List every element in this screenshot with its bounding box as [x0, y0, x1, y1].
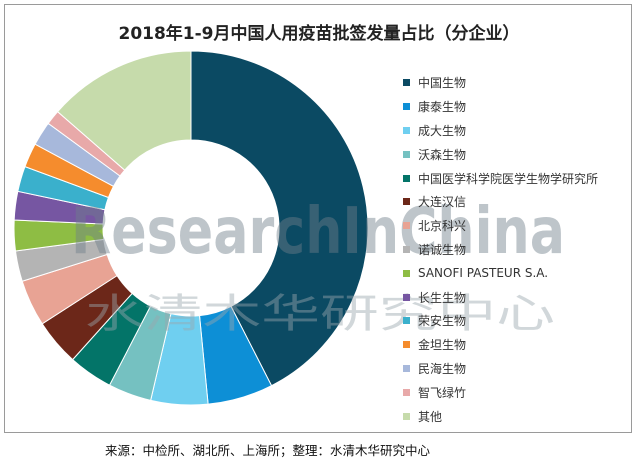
legend-swatch	[403, 364, 410, 372]
legend-swatch	[403, 222, 410, 230]
legend-swatch	[403, 79, 410, 87]
legend-label: 民海生物	[418, 361, 467, 376]
legend-swatch	[403, 198, 410, 206]
legend-swatch	[403, 103, 410, 111]
legend-label: 长生生物	[418, 290, 467, 305]
legend-label: 金坦生物	[418, 338, 467, 353]
legend-label: SANOFI PASTEUR S.A.	[418, 266, 549, 281]
legend-swatch	[403, 412, 410, 420]
legend-label: 大连汉信	[418, 195, 467, 210]
legend-label: 沃森生物	[418, 147, 467, 162]
legend-swatch	[403, 341, 410, 349]
legend-swatch	[403, 269, 410, 277]
legend-item: SANOFI PASTEUR S.A.	[403, 261, 598, 285]
legend-label: 康泰生物	[418, 100, 467, 115]
legend-swatch	[403, 174, 410, 182]
source-note: 来源：中检所、湖北所、上海所；整理：水清木华研究中心	[105, 443, 431, 458]
watermark-en: ResearchInChina	[71, 195, 565, 269]
legend-item: 中国生物	[403, 71, 598, 95]
legend-label: 荣安生物	[418, 314, 467, 329]
legend-item: 大连汉信	[403, 190, 598, 214]
legend-swatch	[403, 388, 410, 396]
legend-label: 中国生物	[418, 76, 467, 91]
legend-swatch	[403, 126, 410, 134]
legend-item: 长生生物	[403, 285, 598, 309]
legend-swatch	[403, 293, 410, 301]
legend-item: 智飞绿竹	[403, 380, 598, 404]
legend-item: 沃森生物	[403, 142, 598, 166]
donut-slice-1	[190, 50, 369, 387]
legend-item: 其他	[403, 404, 598, 428]
donut-chart: ResearchInChina 水清木华研究中心	[13, 50, 565, 406]
chart-title: 2018年1-9月中国人用疫苗批签发量占比（分企业）	[118, 24, 520, 44]
legend-item: 北京科兴	[403, 214, 598, 238]
legend-label: 其他	[418, 409, 443, 424]
donut-slice-15	[56, 50, 192, 171]
legend-label: 成大生物	[418, 123, 467, 138]
watermark-cn: 水清木华研究中心	[85, 291, 555, 337]
legend-swatch	[403, 317, 410, 325]
legend-item: 诺诚生物	[403, 238, 598, 262]
legend-item: 康泰生物	[403, 95, 598, 119]
legend-label: 中国医学科学院医学生物学研究所	[418, 171, 599, 186]
legend-swatch	[403, 245, 410, 253]
legend-label: 北京科兴	[418, 219, 467, 234]
chart-legend: 中国生物康泰生物成大生物沃森生物中国医学科学院医学生物学研究所 大连汉信北京科兴诺…	[403, 71, 598, 428]
legend-item: 荣安生物	[403, 309, 598, 333]
legend-item: 金坦生物	[403, 333, 598, 357]
legend-label: 诺诚生物	[418, 242, 467, 257]
legend-label: 智飞绿竹	[418, 385, 467, 400]
legend-item: 成大生物	[403, 119, 598, 143]
chart-frame: 2018年1-9月中国人用疫苗批签发量占比（分企业） ResearchInChi…	[4, 4, 632, 433]
legend-item: 民海生物	[403, 357, 598, 381]
legend-item: 中国医学科学院医学生物学研究所	[403, 166, 598, 190]
legend-swatch	[403, 150, 410, 158]
